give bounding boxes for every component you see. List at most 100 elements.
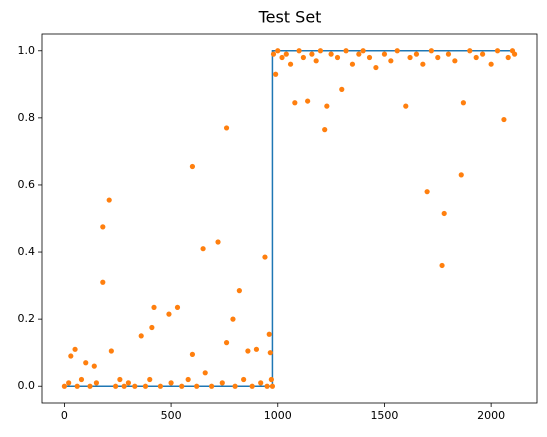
point <box>66 380 72 386</box>
point <box>452 58 458 64</box>
point <box>249 383 255 389</box>
point <box>356 51 362 57</box>
point <box>324 103 330 109</box>
x-tick-label: 1500 <box>370 409 398 422</box>
point <box>236 288 242 294</box>
point <box>83 360 89 366</box>
point <box>328 51 334 57</box>
point <box>275 48 281 54</box>
point <box>68 353 74 359</box>
point <box>339 86 345 92</box>
y-tick-label: 0.4 <box>18 245 36 258</box>
y-tick-label: 0.2 <box>18 312 36 325</box>
point <box>245 348 251 354</box>
point <box>174 304 181 310</box>
point <box>100 279 106 285</box>
point <box>388 58 394 64</box>
point <box>458 172 464 178</box>
point <box>269 383 276 389</box>
point <box>93 380 100 386</box>
point <box>138 333 144 339</box>
point <box>283 51 289 57</box>
point <box>185 376 191 383</box>
point <box>147 376 153 383</box>
point <box>87 383 93 389</box>
point <box>223 340 230 346</box>
x-tick-label: 1000 <box>264 409 292 422</box>
point <box>309 51 315 57</box>
point <box>166 311 172 317</box>
y-tick-label: 0.8 <box>18 111 36 124</box>
point <box>121 383 127 389</box>
point <box>219 380 225 386</box>
point <box>258 380 264 386</box>
point <box>420 61 426 67</box>
point <box>232 383 238 389</box>
point <box>424 189 430 195</box>
point <box>262 254 268 260</box>
point <box>266 331 272 337</box>
point <box>253 346 260 352</box>
point <box>296 48 302 54</box>
point <box>215 239 221 245</box>
point <box>168 380 174 386</box>
point <box>435 54 441 61</box>
point <box>494 48 501 54</box>
point <box>511 51 518 57</box>
point <box>270 51 277 57</box>
point <box>445 51 452 57</box>
point <box>473 54 479 61</box>
x-tick-label: 2000 <box>477 409 505 422</box>
y-tick-label: 1.0 <box>18 44 36 57</box>
point <box>360 48 366 54</box>
point <box>61 383 68 389</box>
point <box>403 103 409 109</box>
point <box>279 54 285 61</box>
point <box>366 54 373 61</box>
point <box>209 383 215 389</box>
point <box>91 363 97 369</box>
point <box>125 380 132 386</box>
x-tick-label: 0 <box>61 409 68 422</box>
point <box>230 316 236 322</box>
point <box>441 210 447 217</box>
point <box>381 51 388 57</box>
y-tick-label: 0.6 <box>18 178 36 191</box>
point <box>223 125 230 131</box>
point <box>300 54 306 61</box>
point <box>373 64 379 71</box>
point <box>349 61 356 67</box>
point <box>394 48 400 54</box>
point <box>488 61 494 67</box>
point <box>479 51 486 57</box>
point <box>273 71 279 77</box>
point <box>113 383 119 389</box>
point <box>179 383 185 389</box>
point <box>194 383 200 389</box>
point <box>334 54 341 61</box>
y-tick-label: 0.0 <box>18 379 36 392</box>
point <box>200 246 206 252</box>
point <box>292 100 298 106</box>
point <box>439 262 445 269</box>
point <box>287 61 294 67</box>
point <box>305 98 311 104</box>
point <box>78 376 85 383</box>
point <box>467 48 473 54</box>
point <box>100 224 106 230</box>
point <box>142 383 149 389</box>
chart-title: Test Set <box>258 8 322 27</box>
point <box>157 383 164 389</box>
point <box>241 376 247 383</box>
point <box>132 383 138 389</box>
point <box>189 351 196 357</box>
point <box>72 346 78 352</box>
point <box>407 54 413 61</box>
point <box>74 383 80 389</box>
point <box>117 376 123 383</box>
point <box>343 48 349 54</box>
point <box>108 348 114 354</box>
point <box>501 116 507 123</box>
step-line <box>64 50 515 387</box>
